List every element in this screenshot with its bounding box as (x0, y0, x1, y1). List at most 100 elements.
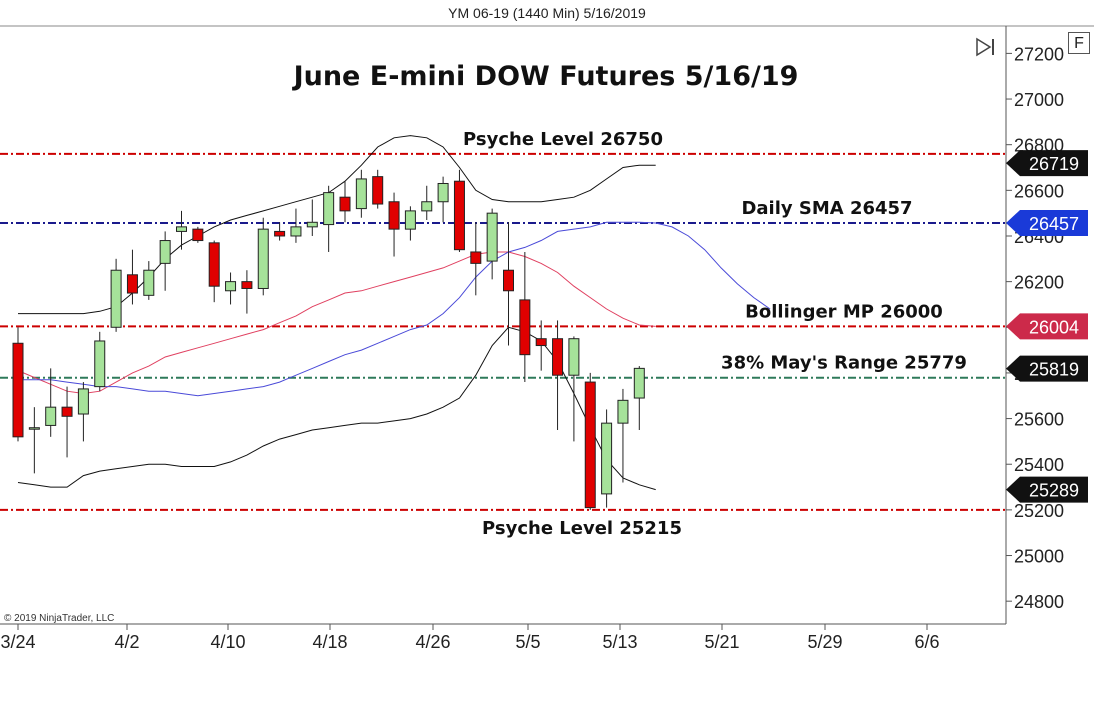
candle (535, 320, 547, 371)
candle (45, 368, 57, 437)
level-labels: Psyche Level 26750 Daily SMA 26457 Bolling… (463, 129, 967, 539)
y-tick-label: 26600 (1014, 181, 1064, 201)
x-tick-label: 5/13 (602, 632, 637, 652)
copyright-text: © 2019 NinjaTrader, LLC (4, 613, 114, 624)
candle-body (110, 269, 122, 328)
candle-body (339, 196, 351, 212)
price-marker-tag (1006, 150, 1088, 177)
level-lines (0, 152, 1006, 511)
candle (568, 336, 580, 442)
candle (404, 206, 416, 241)
x-axis: 3/24 4/2 4/10 4/18 4/26 5/5 5/13 5/21 5/29 6/6 (0, 624, 940, 652)
candle-body (535, 338, 547, 347)
price-marker-tag (1006, 476, 1088, 503)
x-tick-label: 4/2 (114, 632, 139, 652)
candle (208, 240, 220, 303)
y-tick-label: 25200 (1014, 501, 1064, 521)
candle-body (633, 367, 645, 399)
candle-body (323, 192, 335, 226)
candle-body (143, 269, 155, 296)
level-label: Psyche Level 25215 (482, 518, 682, 539)
level-label: Bollinger MP 26000 (745, 301, 943, 322)
candle-body (519, 299, 531, 356)
y-tick-label: 27000 (1014, 90, 1064, 110)
y-tick-label: 26200 (1014, 273, 1064, 293)
y-tick-label: 24800 (1014, 592, 1064, 612)
price-marker: 26004 (1006, 313, 1088, 340)
candle-body (404, 210, 416, 230)
candle (225, 272, 237, 305)
bollinger-upper-line (18, 135, 656, 315)
candle-body (61, 406, 73, 417)
bollinger-middle-line (17, 251, 656, 395)
candle-body (257, 228, 269, 289)
y-tick-label: 25600 (1014, 410, 1064, 430)
x-tick-label: 5/29 (807, 632, 842, 652)
y-tick-label: 27200 (1014, 44, 1064, 64)
candle-body (12, 342, 24, 438)
x-tick-label: 3/24 (0, 632, 35, 652)
candle (470, 222, 482, 296)
candle (453, 169, 465, 252)
candle-body (28, 427, 40, 430)
candle-body (45, 406, 57, 426)
price-marker-text: 26719 (1029, 154, 1079, 174)
candle-body (486, 212, 498, 262)
play-to-end-icon[interactable] (972, 36, 998, 58)
y-tick-label: 25000 (1014, 547, 1064, 567)
candle (110, 258, 122, 332)
candle-body (159, 240, 171, 264)
candle (192, 226, 204, 243)
candle (61, 386, 73, 458)
level-label: Psyche Level 26750 (463, 129, 663, 150)
candle-body (552, 338, 564, 376)
candle (486, 208, 498, 280)
candle (584, 372, 596, 510)
price-marker: 26719 (1006, 150, 1088, 177)
candle (306, 199, 318, 236)
x-tick-label: 6/6 (914, 632, 939, 652)
x-tick-label: 4/18 (312, 632, 347, 652)
candle (94, 331, 106, 392)
candle-body (192, 228, 204, 242)
candle (372, 169, 384, 209)
price-marker-tag (1006, 209, 1088, 236)
candle-body (601, 422, 613, 495)
candle (257, 217, 269, 296)
candle-body (421, 201, 433, 212)
level-label: Daily SMA 26457 (741, 198, 912, 219)
candle (28, 407, 40, 474)
price-marker-text: 26457 (1029, 214, 1079, 234)
candle (241, 270, 253, 314)
candle-body (290, 226, 302, 237)
candle-body (372, 176, 384, 205)
candle (159, 231, 171, 291)
f-button[interactable]: F (1068, 32, 1090, 54)
candle (388, 192, 400, 257)
bollinger-lower-line (17, 326, 656, 491)
plot-area[interactable] (0, 26, 1006, 624)
price-marker-tag (1006, 355, 1088, 382)
candle-body (225, 281, 237, 292)
x-tick-label: 5/5 (515, 632, 540, 652)
x-tick-label: 4/10 (210, 632, 245, 652)
x-tick-label: 5/21 (704, 632, 739, 652)
x-tick-label: 4/26 (415, 632, 450, 652)
candle-body (388, 201, 400, 230)
candle-body (126, 274, 138, 294)
candle-body (453, 180, 465, 251)
candle (143, 261, 155, 300)
sma-line (18, 221, 771, 397)
price-markers: 26719 26457 26004 25819 25289 (1006, 150, 1088, 503)
candle (355, 169, 367, 218)
candle (421, 185, 433, 221)
chart-title: June E-mini DOW Futures 5/16/19 (292, 61, 799, 92)
price-marker-tag (1006, 313, 1088, 340)
candles (12, 169, 645, 510)
candle-body (306, 221, 318, 228)
candle (290, 208, 302, 243)
candle (633, 366, 645, 430)
candle (12, 327, 24, 442)
level-label: 38% May's Range 25779 (721, 353, 967, 374)
